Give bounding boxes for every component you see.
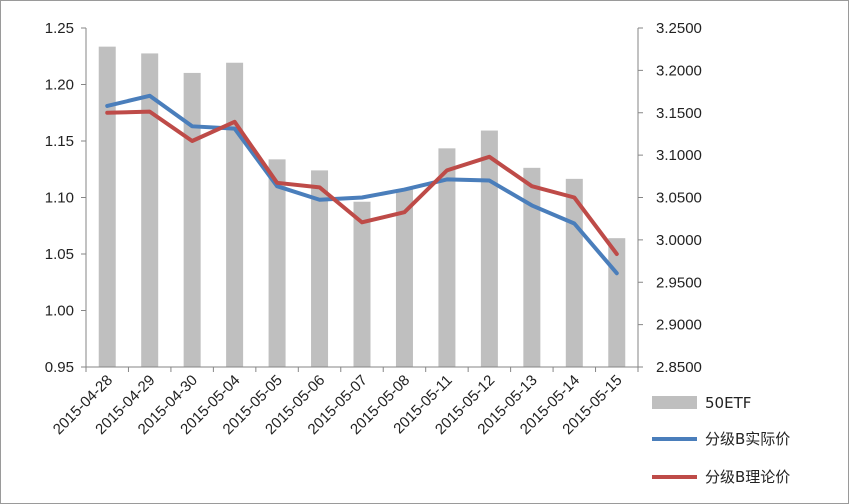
bar-50etf [98, 46, 116, 368]
right-axis-tick-label: 3.0000 [656, 232, 702, 249]
bar-50etf [183, 72, 201, 367]
left-axis-tick-label: 1.15 [45, 133, 74, 150]
bar-50etf [226, 62, 244, 368]
bar-50etf [141, 53, 159, 368]
bar-50etf [268, 159, 286, 367]
legend-label-50etf: 50ETF [705, 394, 751, 412]
bar-50etf [395, 189, 413, 367]
right-axis-tick-label: 3.1500 [656, 105, 702, 122]
left-axis-tick-label: 1.25 [45, 20, 74, 37]
right-axis-tick-label: 2.9500 [656, 274, 702, 291]
right-axis-tick-label: 2.9000 [656, 317, 702, 334]
left-axis-tick-label: 1.00 [45, 303, 74, 320]
right-axis-tick-label: 3.0500 [656, 190, 702, 207]
right-axis-tick-label: 2.8500 [656, 359, 702, 376]
line-series-theoretical-price [105, 109, 619, 256]
bar-50etf [523, 167, 541, 367]
bar-50etf [480, 130, 498, 367]
left-axis-tick-label: 1.10 [45, 190, 74, 207]
legend-label-theoretical-price: 分级B理论价 [705, 468, 790, 486]
left-axis-tick-label: 1.05 [45, 246, 74, 263]
bar-50etf [608, 238, 626, 367]
bar-50etf [438, 148, 456, 367]
line-series-actual-price [105, 93, 619, 276]
right-axis-tick-label: 3.1000 [656, 147, 702, 164]
left-axis-tick-label: 1.20 [45, 77, 74, 94]
right-axis-tick-label: 3.2500 [656, 20, 702, 37]
bar-50etf [311, 170, 329, 367]
legend-swatch-50etf [652, 396, 697, 409]
right-axis-tick-label: 3.2000 [656, 62, 702, 79]
left-axis-tick-label: 0.95 [45, 359, 74, 376]
bar-50etf [353, 201, 371, 367]
legend-label-actual-price: 分级B实际价 [705, 430, 790, 448]
